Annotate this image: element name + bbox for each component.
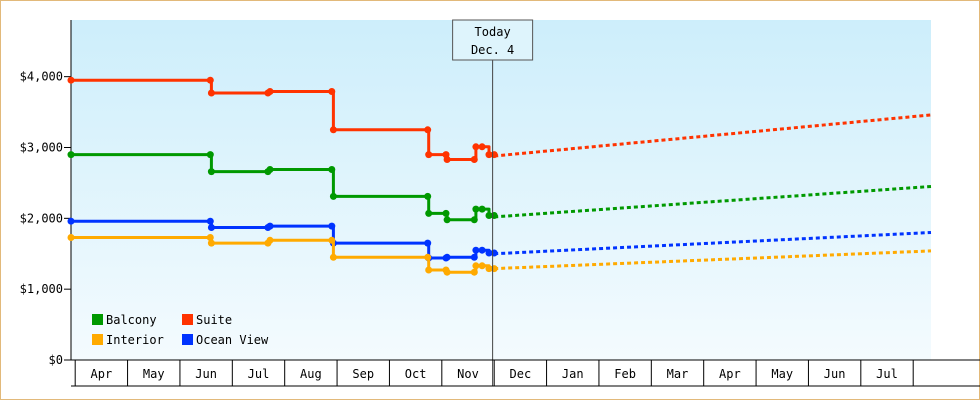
plot-area (71, 20, 931, 360)
today-box (452, 19, 534, 61)
today-date-label: Dec. 4 (471, 43, 514, 57)
data-point (207, 239, 215, 247)
legend-item: Suite (182, 313, 232, 327)
x-tick-label: Mar (667, 367, 689, 381)
x-tick-label: Sep (352, 367, 374, 381)
legend-item: Balcony (92, 313, 157, 327)
data-point (67, 76, 75, 84)
data-point (424, 239, 432, 247)
projection-line (494, 231, 932, 256)
series-balcony (67, 151, 932, 224)
data-point (329, 126, 337, 134)
data-point (67, 217, 75, 225)
data-point (470, 156, 478, 163)
data-point (478, 262, 486, 270)
data-point (67, 234, 75, 241)
data-point (266, 88, 274, 95)
legend-item: Interior (92, 333, 164, 347)
data-point (443, 253, 451, 261)
legend-swatch (92, 334, 103, 345)
x-tick-label: Aug (300, 367, 322, 381)
data-point (329, 253, 337, 261)
data-point (206, 151, 214, 159)
legend-label: Balcony (106, 313, 157, 327)
y-tick-label: $0 (49, 353, 63, 367)
data-point (424, 192, 432, 200)
legend-label: Suite (196, 313, 232, 327)
data-point (485, 249, 493, 257)
data-point (207, 89, 215, 97)
legend-swatch (92, 314, 103, 325)
data-point (485, 151, 493, 159)
x-tick-label: Oct (405, 367, 427, 381)
x-tick-label: Jul (248, 367, 270, 381)
data-point (470, 216, 478, 224)
data-point (485, 265, 493, 273)
data-point (478, 205, 486, 213)
data-point (328, 88, 336, 95)
data-point (442, 209, 450, 217)
data-point (443, 216, 451, 224)
data-point (328, 236, 336, 244)
data-point (206, 76, 214, 84)
y-tick-label: $4,000 (20, 70, 63, 84)
data-point (266, 236, 274, 244)
data-point (472, 246, 480, 254)
today-label: Today (475, 25, 511, 39)
data-point (206, 217, 214, 225)
data-point (207, 224, 215, 231)
data-point (425, 209, 433, 217)
data-point (67, 151, 75, 159)
x-tick-label: Nov (457, 367, 479, 381)
y-tick-label: $3,000 (20, 141, 63, 155)
legend-label: Interior (106, 333, 164, 347)
data-point (207, 168, 215, 176)
data-point (328, 222, 336, 230)
legend-swatch (182, 334, 193, 345)
data-point (470, 268, 478, 276)
data-point (478, 246, 486, 254)
legend-item: Ocean View (182, 333, 269, 347)
data-point (424, 253, 432, 261)
data-point (206, 234, 214, 241)
x-tick-label: Dec (510, 367, 532, 381)
data-point (478, 143, 486, 151)
x-tick-label: Jun (824, 367, 846, 381)
projection-line (494, 113, 932, 158)
data-point (472, 143, 480, 151)
x-tick-label: May (771, 367, 793, 381)
data-point (485, 212, 493, 219)
x-tick-label: Apr (91, 367, 113, 381)
x-tick-label: May (143, 367, 165, 381)
data-point (266, 166, 274, 173)
data-point (329, 192, 337, 200)
data-point (266, 222, 274, 230)
data-point (425, 151, 433, 159)
data-point (425, 266, 433, 274)
projection-line (494, 184, 932, 219)
data-point (424, 126, 432, 134)
data-point (443, 268, 451, 276)
data-point (443, 156, 451, 163)
x-tick-label: Apr (719, 367, 741, 381)
x-tick-label: Jan (562, 367, 584, 381)
series-suite (67, 76, 932, 163)
y-tick-label: $1,000 (20, 282, 63, 296)
y-tick-label: $2,000 (20, 211, 63, 225)
data-point (472, 205, 480, 213)
x-tick-label: Jul (876, 367, 898, 381)
legend-swatch (182, 314, 193, 325)
data-point (470, 253, 478, 261)
projection-line (494, 249, 932, 271)
data-point (472, 262, 480, 270)
legend-label: Ocean View (196, 333, 269, 347)
x-tick-label: Feb (614, 367, 636, 381)
data-point (328, 166, 336, 173)
series-interior (67, 234, 932, 276)
x-tick-label: Jun (195, 367, 217, 381)
